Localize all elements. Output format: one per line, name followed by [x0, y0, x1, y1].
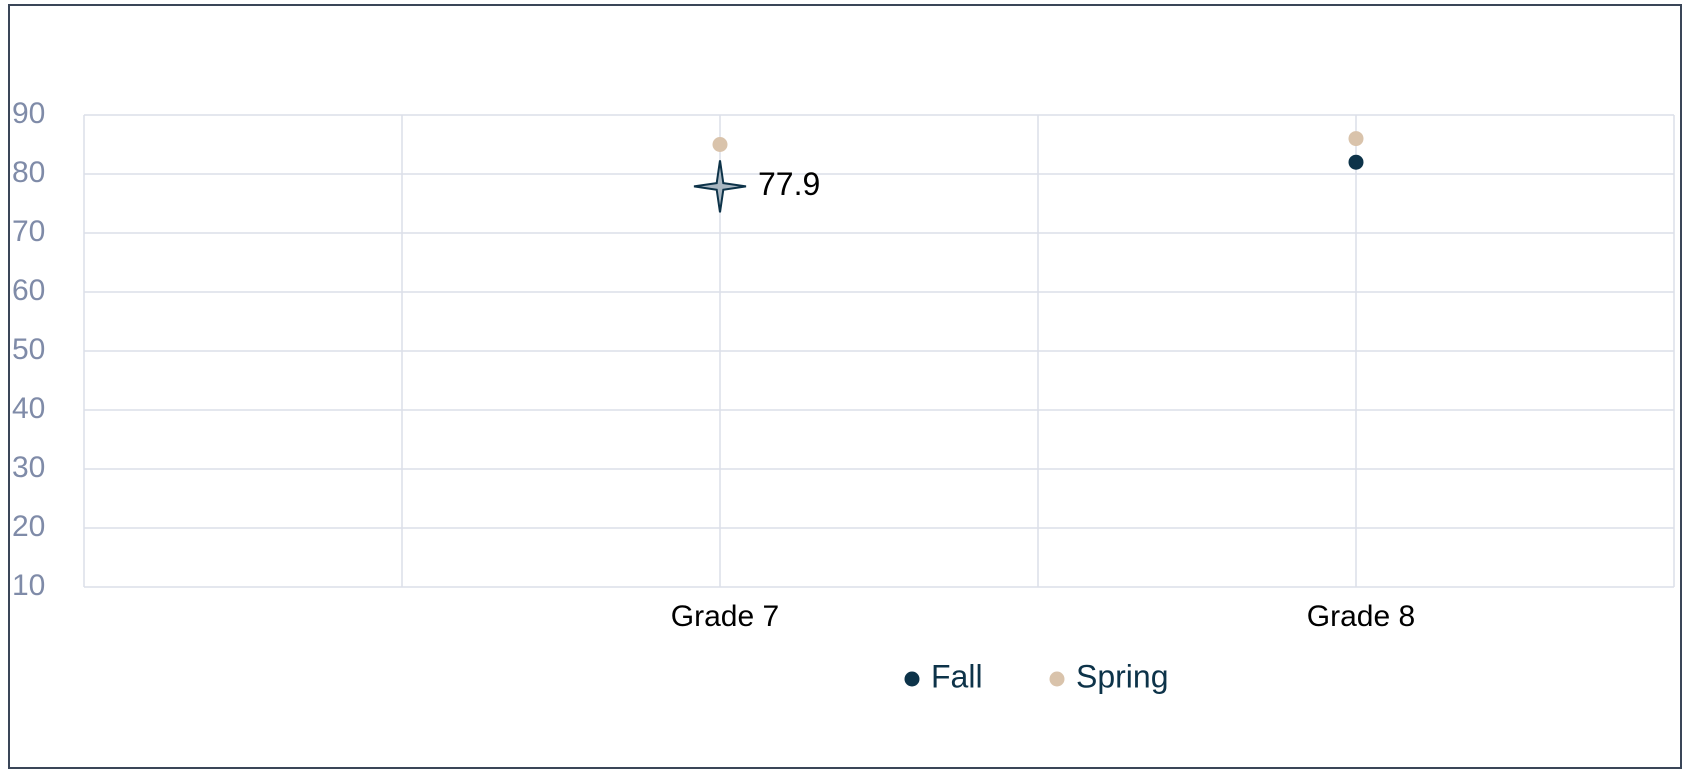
y-tick-label: 40: [12, 392, 45, 425]
y-tick-label: 90: [12, 97, 45, 130]
legend-label: Fall: [931, 658, 983, 694]
y-tick-label: 50: [12, 333, 45, 366]
point: [1348, 131, 1364, 147]
legend-marker: [1049, 671, 1065, 687]
y-tick-label: 30: [12, 451, 45, 484]
y-tick-label: 80: [12, 156, 45, 189]
x-tick-label: Grade 8: [1307, 600, 1415, 633]
highlighted-point: [693, 160, 747, 213]
point: [712, 137, 728, 152]
legend-marker: [904, 671, 920, 687]
y-tick-label: 70: [12, 215, 45, 248]
x-tick-label: Grade 7: [671, 600, 779, 633]
y-tick-label: 20: [12, 510, 45, 543]
y-tick-label: 60: [12, 274, 45, 307]
y-tick-label: 10: [12, 569, 45, 602]
legend-label: Spring: [1076, 658, 1169, 694]
point: [1348, 154, 1364, 170]
data-label: 77.9: [758, 166, 820, 202]
chart-border: [8, 4, 1682, 769]
